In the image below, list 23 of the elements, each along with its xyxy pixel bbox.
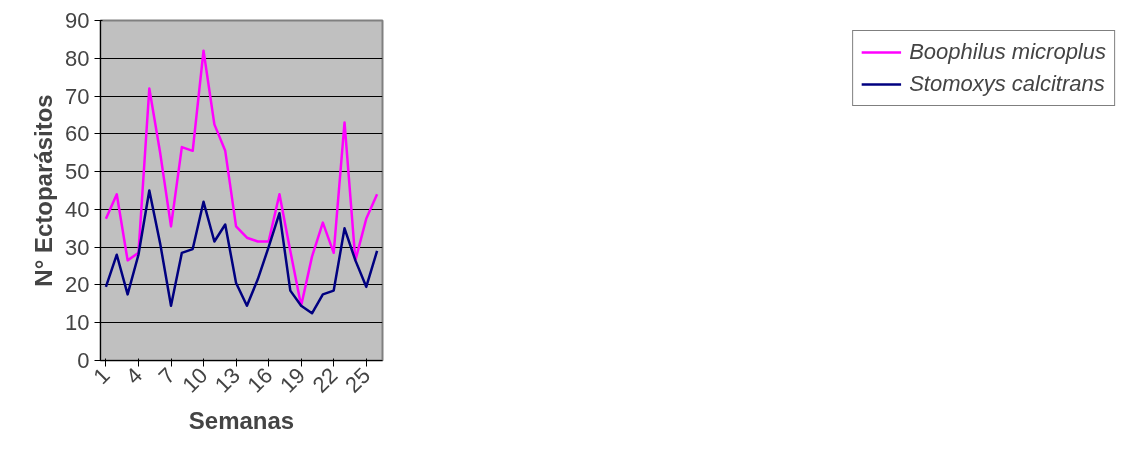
x-axis-title: Semanas [188, 407, 295, 435]
y-tick-label: 60 [65, 121, 90, 147]
y-tick-label: 0 [77, 348, 90, 373]
y-tick-label: 70 [65, 83, 90, 109]
x-tick-label: 4 [120, 362, 148, 389]
line-series [104, 189, 379, 315]
x-tick-label: 19 [275, 362, 310, 398]
y-tick-label: 80 [65, 45, 90, 71]
legend-label: Stomoxys calcitrans [909, 71, 1105, 97]
y-tick-label: 40 [65, 196, 90, 222]
x-tick-label: 1 [88, 362, 115, 389]
y-tick-label: 50 [65, 159, 90, 185]
y-tick-label: 90 [65, 8, 90, 33]
y-axis-title: N° Ectoparásitos [30, 94, 58, 287]
x-tick-label: 25 [340, 362, 376, 398]
legend-label: Boophilus microplus [909, 39, 1106, 65]
line-series [104, 49, 379, 307]
x-tick-label: 22 [307, 362, 343, 398]
x-tick-label: 7 [153, 362, 180, 389]
y-tick-label: 30 [65, 234, 90, 260]
y-tick-label: 10 [65, 310, 90, 336]
y-tick-label: 20 [65, 272, 90, 298]
x-tick-label: 16 [242, 362, 278, 398]
